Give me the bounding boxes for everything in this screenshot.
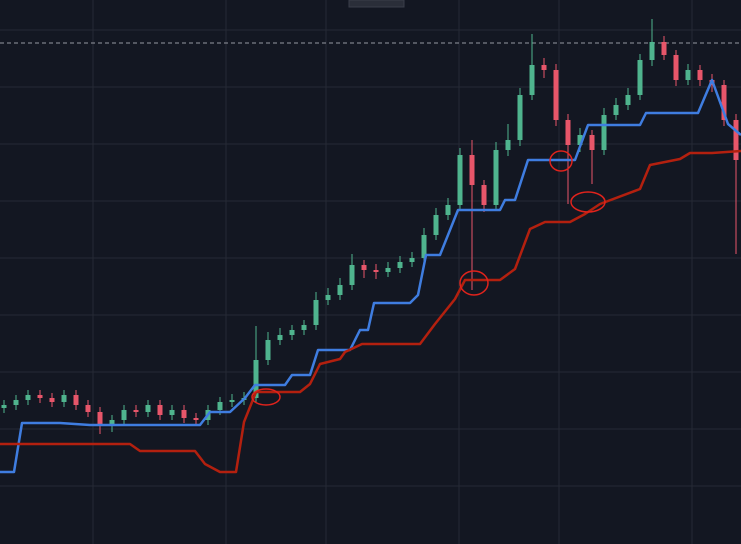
- candle-body: [517, 95, 523, 140]
- candle-body: [301, 325, 307, 330]
- candle-body: [385, 268, 391, 272]
- candle-body: [85, 405, 91, 412]
- candle-body: [289, 330, 295, 335]
- candle-body: [601, 115, 607, 150]
- candle-body: [109, 420, 115, 425]
- candle-body: [313, 300, 319, 325]
- candle-body: [397, 262, 403, 268]
- candle-body: [685, 70, 691, 80]
- candle-body: [409, 258, 415, 262]
- candle-body: [157, 405, 163, 415]
- candle-body: [181, 410, 187, 418]
- marks: [0, 19, 741, 474]
- candle-body: [637, 60, 643, 95]
- candle-body: [553, 70, 559, 120]
- circle-annotation: [570, 191, 606, 213]
- candle-body: [133, 410, 139, 412]
- candle-body: [49, 398, 55, 402]
- candle-body: [13, 400, 19, 405]
- candle-body: [445, 205, 451, 215]
- candle-body: [145, 405, 151, 412]
- candle-body: [565, 120, 571, 145]
- candle-body: [229, 400, 235, 402]
- candle-body: [457, 155, 463, 205]
- candle-body: [169, 410, 175, 415]
- candle-body: [733, 120, 739, 160]
- candle-body: [697, 70, 703, 80]
- candle-body: [541, 65, 547, 70]
- candle-body: [73, 395, 79, 405]
- candle-body: [673, 55, 679, 80]
- candle-body: [37, 395, 43, 398]
- candle-body: [481, 185, 487, 205]
- candle-body: [193, 418, 199, 420]
- candle-body: [625, 95, 631, 105]
- candle-body: [469, 155, 475, 185]
- top-tab[interactable]: [348, 0, 405, 8]
- candle-body: [493, 150, 499, 205]
- candle-body: [25, 395, 31, 400]
- candle-body: [217, 402, 223, 410]
- indicator-line: [0, 78, 741, 474]
- candle-body: [253, 360, 259, 398]
- candle-body: [433, 215, 439, 235]
- circle-annotation: [549, 150, 573, 172]
- candle-body: [529, 65, 535, 95]
- candle-body: [97, 412, 103, 425]
- candle-body: [277, 335, 283, 340]
- candle-body: [373, 270, 379, 272]
- candle-body: [577, 135, 583, 145]
- candle-body: [421, 235, 427, 258]
- candle-body: [361, 265, 367, 270]
- candle-body: [349, 265, 355, 285]
- candle-body: [325, 295, 331, 300]
- annotations: [251, 150, 606, 406]
- candle-body: [505, 140, 511, 150]
- candle-body: [649, 42, 655, 60]
- candle-body: [337, 285, 343, 295]
- candle-body: [121, 410, 127, 420]
- candle-body: [613, 105, 619, 115]
- candle-body: [589, 135, 595, 150]
- circle-annotation: [459, 270, 489, 296]
- candle-body: [661, 42, 667, 55]
- candle-body: [61, 395, 67, 402]
- indicator-line: [0, 149, 741, 474]
- candle-body: [265, 340, 271, 360]
- circle-annotation: [251, 388, 281, 406]
- candle-body: [721, 85, 727, 120]
- candle-body: [1, 405, 7, 408]
